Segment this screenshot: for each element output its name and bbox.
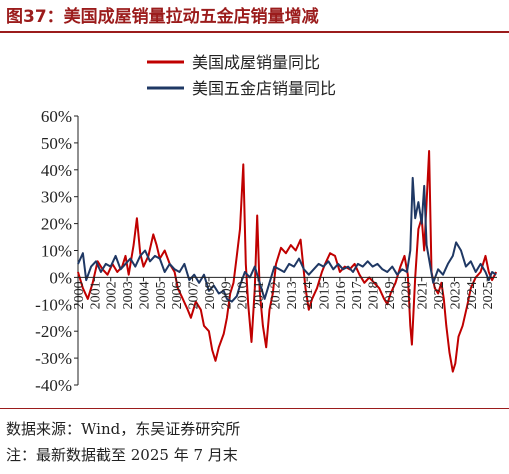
x-tick-label: 2010 [236, 281, 251, 309]
title-divider [0, 31, 509, 33]
x-tick-label: 2004 [137, 281, 152, 309]
y-tick-label: 60% [41, 107, 72, 126]
x-tick-label: 2024 [465, 281, 480, 309]
x-tick-label: 2018 [367, 281, 382, 309]
y-tick-label: 30% [41, 188, 72, 207]
x-tick-label: 2015 [318, 281, 333, 309]
y-tick-label: -40% [35, 376, 72, 395]
x-tick-label: 2016 [334, 281, 349, 309]
x-tick-label: 2021 [416, 281, 431, 309]
x-tick-label: 2022 [432, 281, 447, 309]
x-tick-label: 2013 [285, 281, 300, 309]
plot-area [77, 150, 498, 373]
y-tick-label: 10% [41, 242, 72, 261]
series-line-existing [77, 150, 498, 373]
y-tick-label: -30% [35, 349, 72, 368]
x-tick-label: 2007 [187, 281, 202, 309]
x-tick-label: 2001 [88, 281, 103, 309]
y-tick-label: 20% [41, 215, 72, 234]
footer-divider [0, 408, 509, 409]
y-tick-label: -20% [35, 322, 72, 341]
x-tick-label: 2011 [252, 281, 267, 308]
x-tick-label: 2003 [121, 281, 136, 309]
legend-label-hardware: 美国五金店销量同比 [192, 79, 336, 98]
x-tick-label: 2005 [154, 281, 169, 309]
x-tick-label: 2009 [219, 281, 234, 309]
x-tick-label: 2008 [203, 281, 218, 309]
x-tick-label: 2020 [399, 281, 414, 309]
date-note: 注：最新数据截至 2025 年 7 月末 [6, 446, 238, 464]
x-tick-label: 2012 [268, 281, 283, 309]
x-tick-label: 2019 [383, 281, 398, 309]
y-tick-label: 40% [41, 161, 72, 180]
y-axis: 60% 50% 40% 30% 20% 10% 0% -10% -20% -30% -40% [35, 107, 79, 395]
x-tick-label: 2025 [481, 281, 496, 309]
series-line-hardware [77, 176, 497, 303]
x-tick-label: 2014 [301, 281, 316, 309]
legend-label-existing: 美国成屋销量同比 [192, 53, 320, 72]
y-tick-label: 50% [41, 134, 72, 153]
chart-title: 图37：美国成屋销量拉动五金店销量增减 [6, 7, 319, 27]
y-tick-label: -10% [35, 295, 72, 314]
source-note: 数据来源：Wind，东吴证券研究所 [6, 420, 241, 438]
x-tick-label: 2000 [72, 281, 87, 309]
x-axis: 2000 2001 2002 2003 2004 2005 2006 2007 2008 2009… [72, 276, 497, 309]
x-tick-label: 2006 [170, 281, 185, 309]
y-tick-label: 0% [49, 268, 72, 287]
x-tick-label: 2017 [350, 281, 365, 309]
x-tick-label: 2002 [105, 281, 120, 309]
x-tick-label: 2023 [448, 281, 463, 309]
